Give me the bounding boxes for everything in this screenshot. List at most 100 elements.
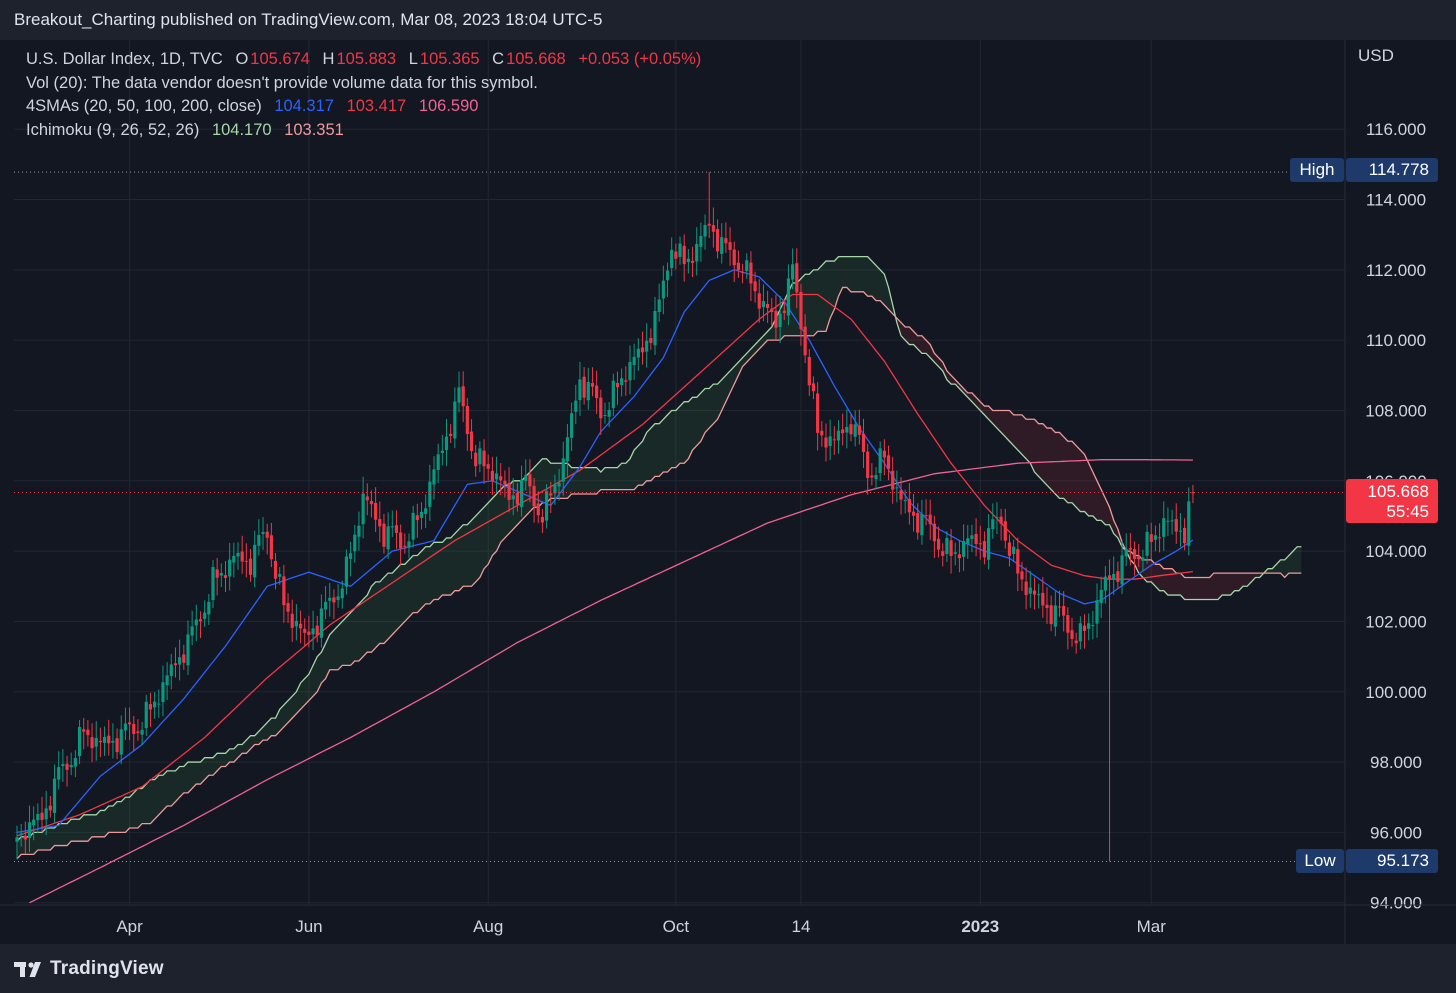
candle-body <box>457 387 461 403</box>
candle-body <box>778 313 782 328</box>
sma200-line <box>29 459 1193 904</box>
candle-body <box>248 558 253 575</box>
candle-body <box>374 502 378 520</box>
candle-body <box>628 362 632 381</box>
candle-body <box>215 569 219 578</box>
legend-change: +0.053 (+0.05%) <box>578 50 702 68</box>
legend-sma-row[interactable]: 4SMAs (20, 50, 100, 200, close) 104.317 … <box>26 95 703 119</box>
candle-body <box>1141 557 1145 561</box>
candle-body <box>111 740 115 743</box>
sma20-line <box>16 269 1194 834</box>
legend-sma20-value: 104.317 <box>274 97 334 115</box>
candle-body <box>444 436 449 451</box>
candle-body <box>811 383 816 392</box>
candle-body <box>941 551 945 556</box>
candle-body <box>15 837 19 842</box>
y-tick-label: 108.000 <box>1365 401 1426 420</box>
candle-body <box>269 535 273 560</box>
candle-body <box>303 628 307 633</box>
legend-ohlc-row[interactable]: U.S. Dollar Index, 1D, TVC O 105.674 H 105… <box>26 48 703 72</box>
candle-body <box>665 270 670 281</box>
candle-body <box>574 400 578 412</box>
candle-body <box>390 526 394 528</box>
candle-body <box>153 701 157 708</box>
candle-body <box>1124 549 1128 557</box>
candle-body <box>115 738 119 753</box>
candle-body <box>707 223 711 226</box>
candle-body <box>94 737 98 747</box>
candle-body <box>578 379 582 401</box>
candle-body <box>1003 521 1007 541</box>
candle-body <box>253 544 257 578</box>
candle-body <box>323 601 328 610</box>
candle-body <box>449 433 453 436</box>
candle-body <box>365 496 369 501</box>
candle-body <box>211 567 215 601</box>
candle-body <box>1049 605 1053 625</box>
candle-body <box>891 470 895 490</box>
x-tick-label: Mar <box>1137 917 1167 936</box>
candle-body <box>294 620 298 627</box>
candle-body <box>440 450 444 453</box>
candle-body <box>19 833 23 836</box>
candle-body <box>857 425 861 435</box>
candle-body <box>144 701 148 729</box>
publish-header-bar: Breakout_Charting published on TradingVi… <box>0 0 1456 40</box>
candle-body <box>44 808 48 820</box>
candle-body <box>278 574 282 577</box>
candle-body <box>978 543 982 545</box>
candle-body <box>795 263 799 293</box>
candle-body <box>1070 630 1074 639</box>
candle-body <box>173 663 178 666</box>
candle-body <box>328 597 332 601</box>
candle-body <box>1078 623 1082 642</box>
candle-body <box>1174 519 1178 532</box>
candle-body <box>732 249 736 266</box>
candle-body <box>895 487 899 489</box>
candle-body <box>861 433 866 453</box>
candle-body <box>770 308 774 313</box>
candle-body <box>36 813 40 821</box>
candle-body <box>774 310 778 328</box>
tradingview-logo[interactable]: TradingView <box>14 958 164 980</box>
candle-body <box>399 532 403 549</box>
candle-body <box>544 491 549 521</box>
legend-sma50-value: 103.417 <box>346 97 407 115</box>
candle-body <box>841 429 845 434</box>
candle-body <box>766 303 770 308</box>
candle-body <box>394 525 399 533</box>
candle-body <box>740 271 745 273</box>
moving-averages <box>16 269 1194 904</box>
candle-body <box>932 523 936 542</box>
candle-body <box>570 413 574 438</box>
candle-body <box>482 450 486 467</box>
candle-body <box>411 512 415 540</box>
legend-ichimoku-b-value: 103.351 <box>284 120 344 139</box>
legend-ichimoku-row[interactable]: Ichimoku (9, 26, 52, 26) 104.170 103.351 <box>26 119 703 143</box>
candle-body <box>711 225 715 232</box>
candle-body <box>298 623 303 629</box>
candle-body <box>107 735 111 744</box>
candle-body <box>182 654 186 663</box>
candle-body <box>1041 592 1045 606</box>
candle-body <box>1062 606 1066 616</box>
candle-body <box>265 531 269 538</box>
y-tick-label: 110.000 <box>1366 331 1426 350</box>
candle-body <box>77 727 82 757</box>
candle-body <box>119 729 123 755</box>
candle-body <box>282 576 286 606</box>
candle-body <box>207 601 211 615</box>
candle-body <box>436 454 440 471</box>
publish-line: Breakout_Charting published on TradingVi… <box>14 10 603 29</box>
candle-body <box>886 455 891 469</box>
candle-body <box>1149 534 1153 542</box>
candle-body <box>870 475 874 478</box>
candle-body <box>503 480 507 485</box>
candle-body <box>532 485 536 507</box>
candle-body <box>1091 625 1095 627</box>
candle-body <box>507 483 511 500</box>
candle-body <box>407 541 411 548</box>
x-tick-label: Oct <box>663 917 690 936</box>
legend-volume-row[interactable]: Vol (20): The data vendor doesn't provid… <box>26 72 703 96</box>
